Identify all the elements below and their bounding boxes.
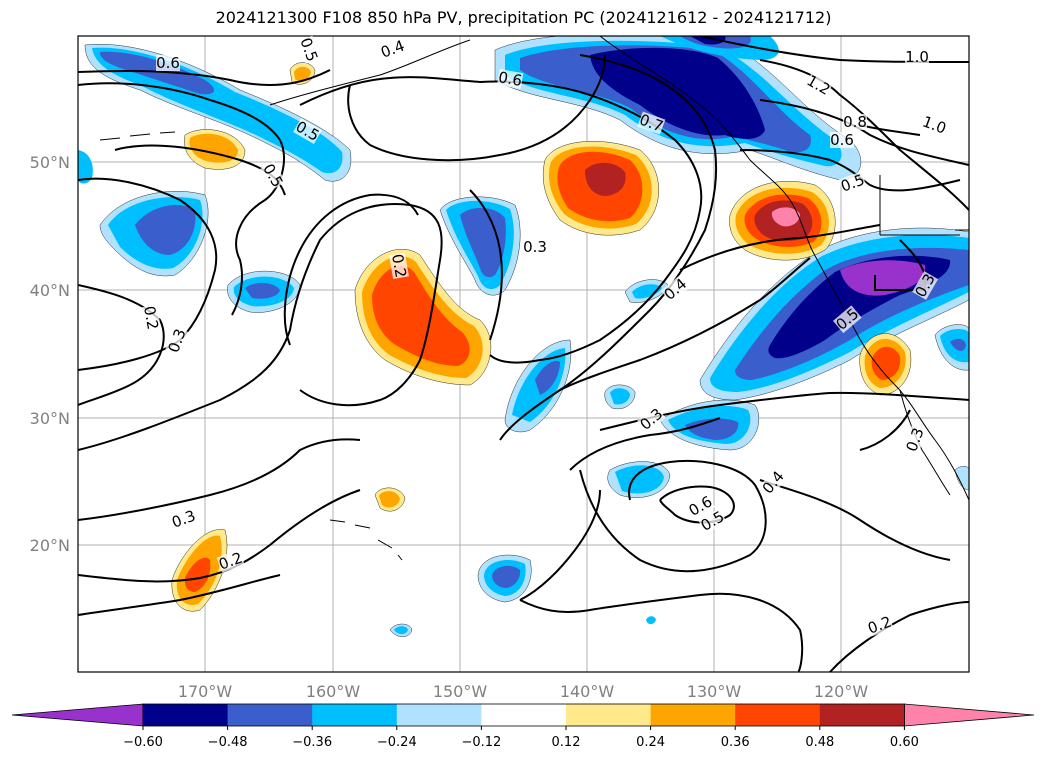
colorbar-tick-label: 0.36 — [721, 735, 750, 750]
svg-text:1.0: 1.0 — [905, 48, 929, 66]
contour-label: 0.8 — [843, 113, 867, 131]
anomaly-pos-hawaii-l2 — [379, 491, 400, 508]
svg-text:0.6: 0.6 — [497, 68, 524, 90]
anomaly-neg-california-l5 — [840, 260, 926, 296]
colorbar-segment — [650, 704, 736, 726]
colorbar-tick-label: −0.12 — [461, 735, 501, 750]
contour-label: 0.2 — [140, 305, 162, 332]
lon-tick-label: 170°W — [178, 682, 233, 701]
svg-text:0.6: 0.6 — [156, 54, 180, 72]
colorbar-segment — [227, 704, 313, 726]
anomaly-neg-south-1-l3 — [492, 565, 521, 588]
anomaly-neg-west-1-l3 — [135, 205, 196, 255]
coastlines — [99, 36, 969, 561]
svg-text:0.8: 0.8 — [843, 113, 867, 131]
svg-text:0.2: 0.2 — [388, 253, 410, 280]
lon-tick-label: 130°W — [687, 682, 742, 701]
colorbar-tick-label: −0.48 — [208, 735, 248, 750]
colorbar-segment — [566, 704, 652, 726]
anomaly-pos-socal-l3 — [871, 346, 901, 380]
negative-precip-anomalies — [78, 36, 969, 637]
lat-tick-label: 20°N — [30, 536, 70, 555]
colorbar-extend-max — [904, 703, 1035, 727]
lon-tick-label: 120°W — [814, 682, 869, 701]
anomaly-neg-top-l4 — [690, 36, 726, 45]
colorbar-segment — [396, 704, 482, 726]
contour-label: 0.2 — [388, 253, 410, 280]
anomaly-neg-baja-l3 — [950, 338, 966, 351]
lon-tick-label: 160°W — [306, 682, 361, 701]
anomaly-pos-gulf-l4 — [585, 162, 626, 196]
contour-label: 0.6 — [830, 131, 854, 149]
colorbar: −0.60 −0.48 −0.36 −0.24 −0.12 0.12 0.24 0.36 0.4… — [11, 703, 1035, 750]
lat-tick-labels: 50°N 40°N 30°N 20°N — [30, 153, 70, 555]
colorbar-segment — [312, 704, 398, 726]
anomaly-neg-east-edge — [954, 466, 969, 491]
colorbar-tick-label: −0.36 — [292, 735, 332, 750]
lat-tick-label: 30°N — [30, 409, 70, 428]
colorbar-tick-label: 0.60 — [890, 735, 919, 750]
anomaly-neg-south-3 — [646, 616, 656, 625]
anomaly-neg-subtropic-3-l2 — [615, 465, 664, 494]
anomaly-pos-top-l2 — [294, 66, 311, 82]
svg-text:0.3: 0.3 — [523, 238, 547, 256]
map-frame — [77, 35, 970, 673]
colorbar-tick-label: 0.48 — [805, 735, 834, 750]
lon-tick-label: 140°W — [560, 682, 615, 701]
anomaly-pos-central-l3 — [372, 265, 470, 366]
lat-tick-label: 50°N — [30, 153, 70, 172]
colorbar-segment — [143, 704, 229, 726]
anomaly-neg-subtropic-1-l3 — [535, 360, 560, 395]
contour-label: 0.6 — [156, 54, 180, 72]
contour-label: 1.0 — [905, 48, 929, 66]
lon-tick-labels: 170°W 160°W 150°W 140°W 130°W 120°W — [178, 682, 869, 701]
lon-tick-label: 150°W — [433, 682, 488, 701]
colorbar-tick-label: −0.60 — [123, 735, 163, 750]
colorbar-tick-label: −0.24 — [377, 735, 417, 750]
colorbar-tick-label: 0.24 — [636, 735, 665, 750]
colorbar-extend-min — [11, 703, 144, 727]
lat-tick-label: 40°N — [30, 281, 70, 300]
anomaly-pos-pnw-l5 — [771, 207, 800, 227]
anomaly-neg-subtropic-2-l3 — [685, 418, 739, 440]
svg-text:0.2: 0.2 — [140, 305, 162, 332]
anomaly-neg-west-edge — [78, 150, 93, 184]
colorbar-outline — [142, 703, 905, 727]
anomaly-neg-central-1-l3 — [245, 282, 280, 299]
contour-label: 0.3 — [523, 238, 547, 256]
anomaly-pos-southwest-l3 — [184, 557, 211, 592]
colorbar-segment — [735, 704, 821, 726]
colorbar-segment — [819, 704, 905, 726]
anomaly-neg-south-2-l2 — [394, 626, 408, 635]
contour-label: 1.0 — [920, 113, 949, 138]
anomaly-neg-small-2-l2 — [632, 284, 662, 299]
pv-contours — [78, 36, 969, 672]
map-title: 2024121300 F108 850 hPa PV, precipitatio… — [215, 8, 832, 27]
colorbar-tick-label: 0.12 — [552, 735, 581, 750]
anomaly-neg-aleutians-l3 — [100, 51, 215, 95]
svg-text:0.6: 0.6 — [830, 131, 854, 149]
anomaly-neg-central-2-l3 — [460, 207, 506, 278]
contour-label: 0.6 — [497, 68, 524, 90]
colorbar-segment — [481, 704, 567, 726]
anomaly-neg-small-1-l2 — [610, 388, 630, 405]
